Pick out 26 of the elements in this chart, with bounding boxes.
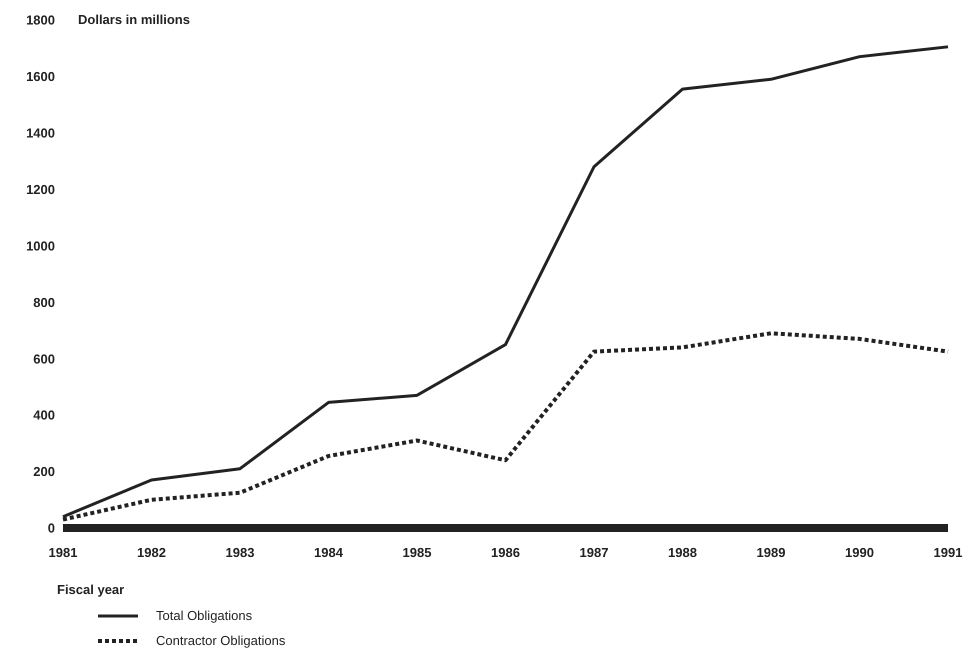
line-series: [62, 45, 950, 518]
x-tick-label: 1989: [756, 545, 786, 560]
y-axis-title: Dollars in millions: [78, 12, 190, 27]
y-tick-label: 0: [48, 520, 55, 536]
y-tick-label: 200: [33, 464, 55, 480]
x-tick-label: 1985: [402, 545, 432, 560]
y-tick-label: 600: [33, 351, 55, 366]
x-axis-title: Fiscal year: [57, 582, 124, 597]
y-tick-label: 400: [33, 408, 55, 423]
legend-label: Contractor Obligations: [156, 633, 286, 648]
y-tick-label: 1400: [26, 126, 55, 141]
x-tick-label: 1983: [226, 545, 254, 560]
x-tick-label: 1987: [580, 545, 608, 560]
x-tick-label: 1981: [48, 545, 78, 560]
y-tick-label: 800: [33, 294, 55, 310]
x-tick-label: 1984: [314, 545, 344, 560]
x-tick-label: 1988: [668, 545, 697, 560]
y-tick-label: 1600: [26, 69, 55, 84]
legend-label: Total Obligations: [156, 608, 252, 623]
y-tick-label: 1800: [26, 12, 55, 28]
y-tick-label: 1200: [26, 182, 55, 197]
y-tick-label: 1000: [26, 238, 55, 254]
x-tick-label: 1991: [934, 545, 962, 560]
x-tick-label: 1990: [845, 545, 874, 560]
x-tick-label: 1982: [137, 545, 166, 560]
x-tick-label: 1986: [491, 545, 520, 560]
